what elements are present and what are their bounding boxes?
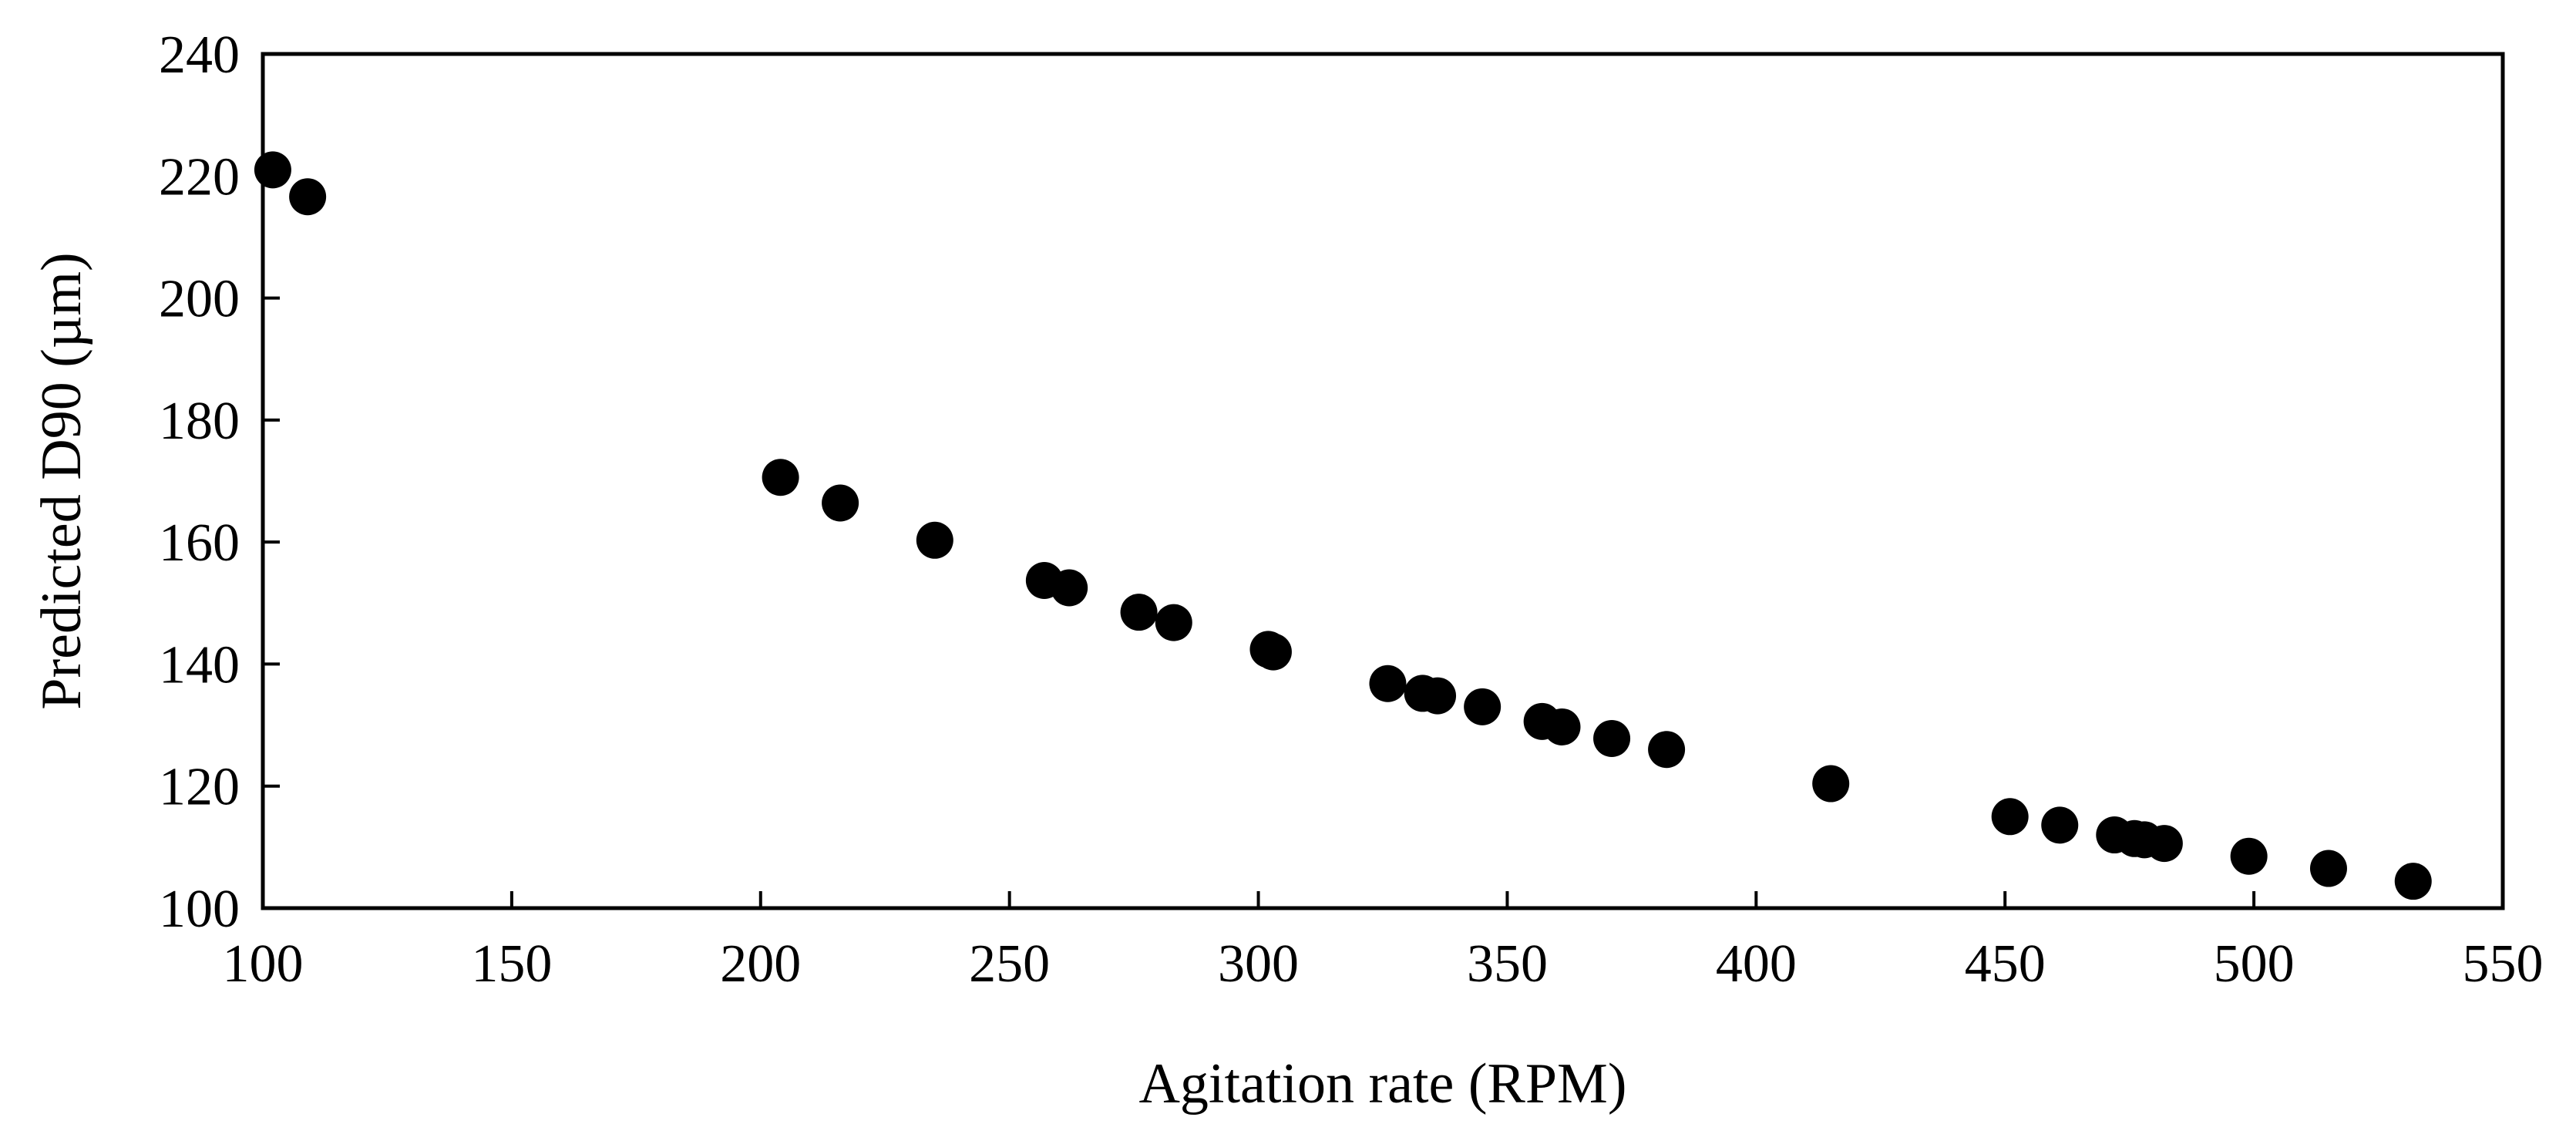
x-tick-label: 250 — [969, 934, 1050, 994]
y-tick-label: 200 — [159, 270, 240, 329]
data-point — [289, 178, 327, 216]
x-tick-label: 450 — [1965, 934, 2046, 994]
plot-area-frame — [261, 52, 2505, 910]
data-point — [1254, 633, 1292, 671]
data-points-layer — [254, 151, 2432, 900]
data-point — [2230, 837, 2268, 875]
data-point — [1464, 688, 1502, 725]
y-tick-label: 100 — [159, 880, 240, 939]
data-point — [762, 459, 799, 496]
y-tick-label: 120 — [159, 758, 240, 817]
x-tick-label: 100 — [223, 934, 304, 994]
data-point — [822, 484, 859, 522]
data-point — [2145, 825, 2183, 863]
data-point — [1051, 569, 1088, 607]
x-tick-label: 550 — [2463, 934, 2544, 994]
y-axis-title: Predicted D90 (µm) — [30, 252, 93, 709]
x-tick-label: 200 — [720, 934, 801, 994]
y-tick-label: 220 — [159, 147, 240, 207]
data-point — [916, 521, 953, 559]
x-axis-title: Agitation rate (RPM) — [1138, 1052, 1626, 1115]
x-tick-label: 400 — [1716, 934, 1797, 994]
x-tick-label: 300 — [1218, 934, 1299, 994]
y-axis: 100 120 140 160 180 200 220 240 — [159, 25, 280, 939]
data-point — [1812, 765, 1850, 803]
data-point — [1648, 731, 1686, 769]
data-point — [2394, 863, 2432, 900]
data-point — [1369, 665, 1407, 702]
data-point — [1543, 708, 1581, 745]
x-tick-label: 150 — [471, 934, 552, 994]
y-tick-label: 180 — [159, 392, 240, 451]
data-point — [1991, 798, 2029, 836]
data-point — [2309, 850, 2347, 887]
data-point — [1593, 719, 1631, 757]
x-tick-label: 350 — [1467, 934, 1548, 994]
data-point — [2041, 806, 2079, 844]
data-point — [1120, 594, 1158, 631]
data-point — [1419, 677, 1457, 715]
x-tick-label: 500 — [2214, 934, 2295, 994]
y-tick-label: 140 — [159, 635, 240, 695]
y-tick-label: 160 — [159, 513, 240, 573]
data-point — [1155, 604, 1192, 641]
x-axis: 100 150 200 250 300 350 400 450 500 550 — [223, 891, 2544, 994]
y-tick-label: 240 — [159, 25, 240, 85]
data-point — [254, 151, 291, 189]
